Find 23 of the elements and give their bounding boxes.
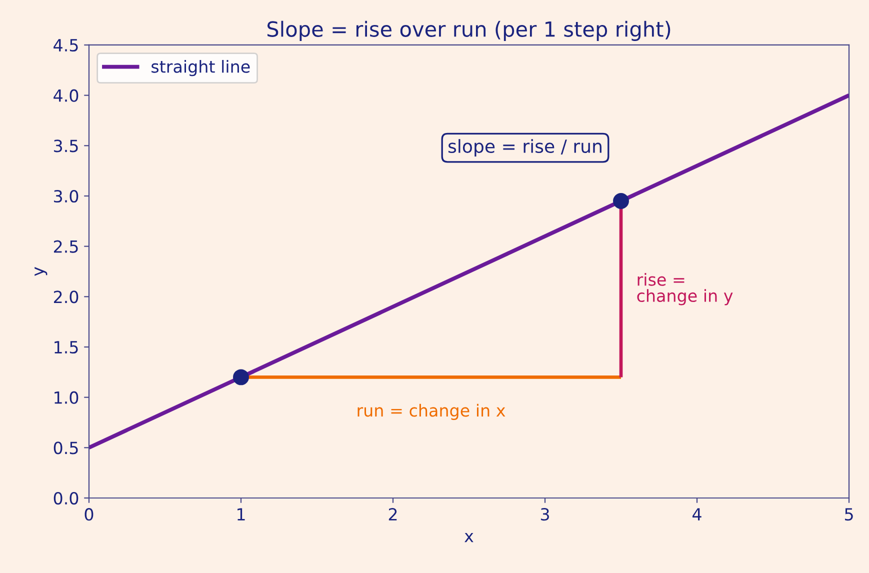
x-tick-label: 4 — [692, 508, 702, 520]
y-tick-label: 4.0 — [54, 89, 78, 102]
x-tick-label: 0 — [84, 508, 94, 521]
y-tick-label: 4.5 — [54, 39, 78, 52]
chart-title: Slope = rise over run (per 1 step right) — [267, 20, 670, 41]
x-tick-label: 2 — [388, 508, 397, 520]
y-tick-label: 0.0 — [54, 492, 78, 505]
annotation: slope = rise / run — [448, 139, 602, 157]
y-tick-label: 3.5 — [54, 140, 78, 152]
y-tick-label: 2.0 — [54, 290, 78, 304]
y-tick-label: 1.0 — [54, 391, 78, 404]
y-tick-label: 0.5 — [54, 442, 78, 454]
y-tick-label: 3.0 — [54, 190, 78, 203]
x-tick-label: 5 — [844, 508, 853, 521]
x-tick-label: 3 — [540, 508, 549, 521]
series-label: run = change in x — [358, 404, 506, 420]
legend-label: straight line — [152, 60, 250, 76]
x-axis-title: x — [464, 532, 474, 542]
y-tick-label: 2.5 — [54, 240, 78, 253]
y-axis-title: y — [34, 267, 48, 276]
series-label: rise = change in y — [637, 272, 733, 306]
y-tick-label: 1.5 — [54, 341, 78, 354]
x-tick-label: 1 — [238, 508, 245, 520]
